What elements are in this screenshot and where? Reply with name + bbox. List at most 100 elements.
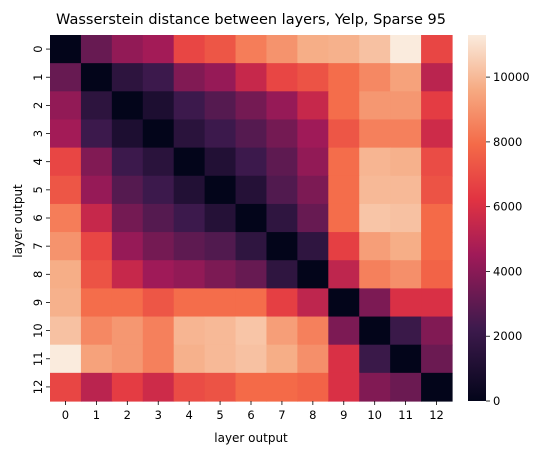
heatmap-cell-r1-c4 [173, 63, 206, 92]
heatmap-cell-r1-c6 [235, 63, 268, 92]
heatmap-cell-r9-c3 [142, 288, 175, 318]
heatmap-cell-r11-c4 [173, 344, 206, 374]
heatmap-cell-r7-c8 [297, 232, 329, 261]
heatmap-cell-r10-c8 [297, 316, 329, 346]
heatmap-cell-r1-c8 [297, 63, 329, 92]
heatmap-cell-r7-c2 [111, 232, 144, 261]
heatmap-cell-r5-c4 [173, 175, 206, 205]
heatmap-cell-r5-c0 [50, 175, 82, 205]
x-tick-label: 2 [124, 408, 131, 422]
heatmap-cell-r2-c0 [50, 91, 82, 121]
x-tick-label: 9 [340, 408, 347, 422]
heatmap-cell-r5-c7 [266, 175, 298, 205]
heatmap-cell-r3-c7 [266, 119, 298, 149]
x-tick-label: 0 [62, 408, 69, 422]
y-tick-label: 9 [31, 299, 45, 306]
heatmap-cell-r2-c3 [142, 91, 175, 121]
heatmap-cell-r5-c6 [235, 175, 268, 205]
heatmap-cell-r1-c2 [111, 63, 144, 92]
heatmap-cell-r10-c6 [235, 316, 268, 346]
heatmap-cell-r7-c9 [328, 232, 360, 261]
heatmap-cell-r7-c5 [204, 232, 237, 261]
heatmap-cell-r8-c5 [204, 260, 237, 289]
y-tick-label: 3 [31, 130, 45, 137]
y-tick-label: 12 [31, 380, 45, 395]
heatmap-cell-r4-c5 [204, 147, 237, 177]
x-tick-label: 11 [398, 408, 413, 422]
heatmap-cell-r12-c8 [297, 372, 329, 402]
heatmap-cell-r11-c7 [266, 344, 298, 374]
heatmap-cell-r11-c5 [204, 344, 237, 374]
heatmap-cell-r5-c12 [421, 175, 453, 205]
heatmap-cell-r3-c3 [142, 119, 175, 149]
heatmap-cell-r0-c8 [297, 35, 329, 64]
heatmap-cell-r10-c4 [173, 316, 206, 346]
heatmap-cell-r3-c12 [421, 119, 453, 149]
heatmap-cell-r2-c9 [328, 91, 360, 121]
y-tick-label: 6 [31, 214, 45, 221]
heatmap-cell-r0-c5 [204, 35, 237, 64]
heatmap-cell-r1-c7 [266, 63, 298, 92]
heatmap-cell-r7-c7 [266, 232, 298, 261]
heatmap-cell-r4-c7 [266, 147, 298, 177]
heatmap-cell-r0-c2 [111, 35, 144, 64]
heatmap-cell-r2-c2 [111, 91, 144, 121]
heatmap-cell-r5-c11 [390, 175, 422, 205]
heatmap-cell-r3-c0 [50, 119, 82, 149]
heatmap-cell-r2-c5 [204, 91, 237, 121]
y-tick-label: 1 [31, 74, 45, 81]
heatmap-cell-r8-c1 [80, 260, 113, 289]
heatmap-cell-r10-c3 [142, 316, 175, 346]
x-tick-label: 12 [429, 408, 444, 422]
heatmap-cell-r4-c2 [111, 147, 144, 177]
heatmap-cell-r4-c8 [297, 147, 329, 177]
heatmap-cell-r7-c0 [50, 232, 82, 261]
heatmap-cell-r6-c10 [359, 203, 391, 233]
heatmap-cell-r4-c10 [359, 147, 391, 177]
heatmap-cells [50, 35, 453, 402]
heatmap-cell-r2-c12 [421, 91, 453, 121]
heatmap-cell-r3-c4 [173, 119, 206, 149]
y-tick-label: 11 [31, 351, 45, 366]
heatmap-cell-r10-c5 [204, 316, 237, 346]
heatmap-cell-r0-c10 [359, 35, 391, 64]
heatmap-cell-r8-c9 [328, 260, 360, 289]
y-axis-label: layer output [11, 184, 25, 258]
x-tick-label: 8 [309, 408, 316, 422]
heatmap-cell-r0-c12 [421, 35, 453, 64]
heatmap-cell-r11-c3 [142, 344, 175, 374]
heatmap-cell-r4-c6 [235, 147, 268, 177]
heatmap-cell-r9-c8 [297, 288, 329, 318]
heatmap-cell-r5-c1 [80, 175, 113, 205]
x-axis-label: layer output [214, 431, 288, 445]
heatmap-cell-r8-c0 [50, 260, 82, 289]
heatmap-cell-r0-c3 [142, 35, 175, 64]
heatmap-cell-r6-c1 [80, 203, 113, 233]
heatmap-cell-r0-c1 [80, 35, 113, 64]
heatmap-cell-r9-c4 [173, 288, 206, 318]
heatmap-cell-r6-c7 [266, 203, 298, 233]
heatmap-cell-r6-c4 [173, 203, 206, 233]
heatmap-cell-r3-c10 [359, 119, 391, 149]
heatmap-cell-r11-c1 [80, 344, 113, 374]
heatmap-cell-r11-c6 [235, 344, 268, 374]
heatmap-cell-r11-c2 [111, 344, 144, 374]
heatmap-cell-r3-c11 [390, 119, 422, 149]
x-tick-label: 5 [216, 408, 223, 422]
y-tick-label: 10 [31, 323, 45, 338]
heatmap-cell-r4-c0 [50, 147, 82, 177]
heatmap-cell-r12-c7 [266, 372, 298, 402]
heatmap-cell-r10-c1 [80, 316, 113, 346]
y-tick-label: 4 [31, 158, 45, 165]
heatmap-cell-r5-c3 [142, 175, 175, 205]
heatmap-cell-r6-c0 [50, 203, 82, 233]
heatmap-cell-r2-c10 [359, 91, 391, 121]
heatmap-cell-r3-c5 [204, 119, 237, 149]
x-tick-label: 10 [367, 408, 382, 422]
heatmap-cell-r1-c3 [142, 63, 175, 92]
heatmap-cell-r5-c5 [204, 175, 237, 205]
heatmap-cell-r5-c2 [111, 175, 144, 205]
heatmap-cell-r2-c4 [173, 91, 206, 121]
heatmap-cell-r6-c5 [204, 203, 237, 233]
